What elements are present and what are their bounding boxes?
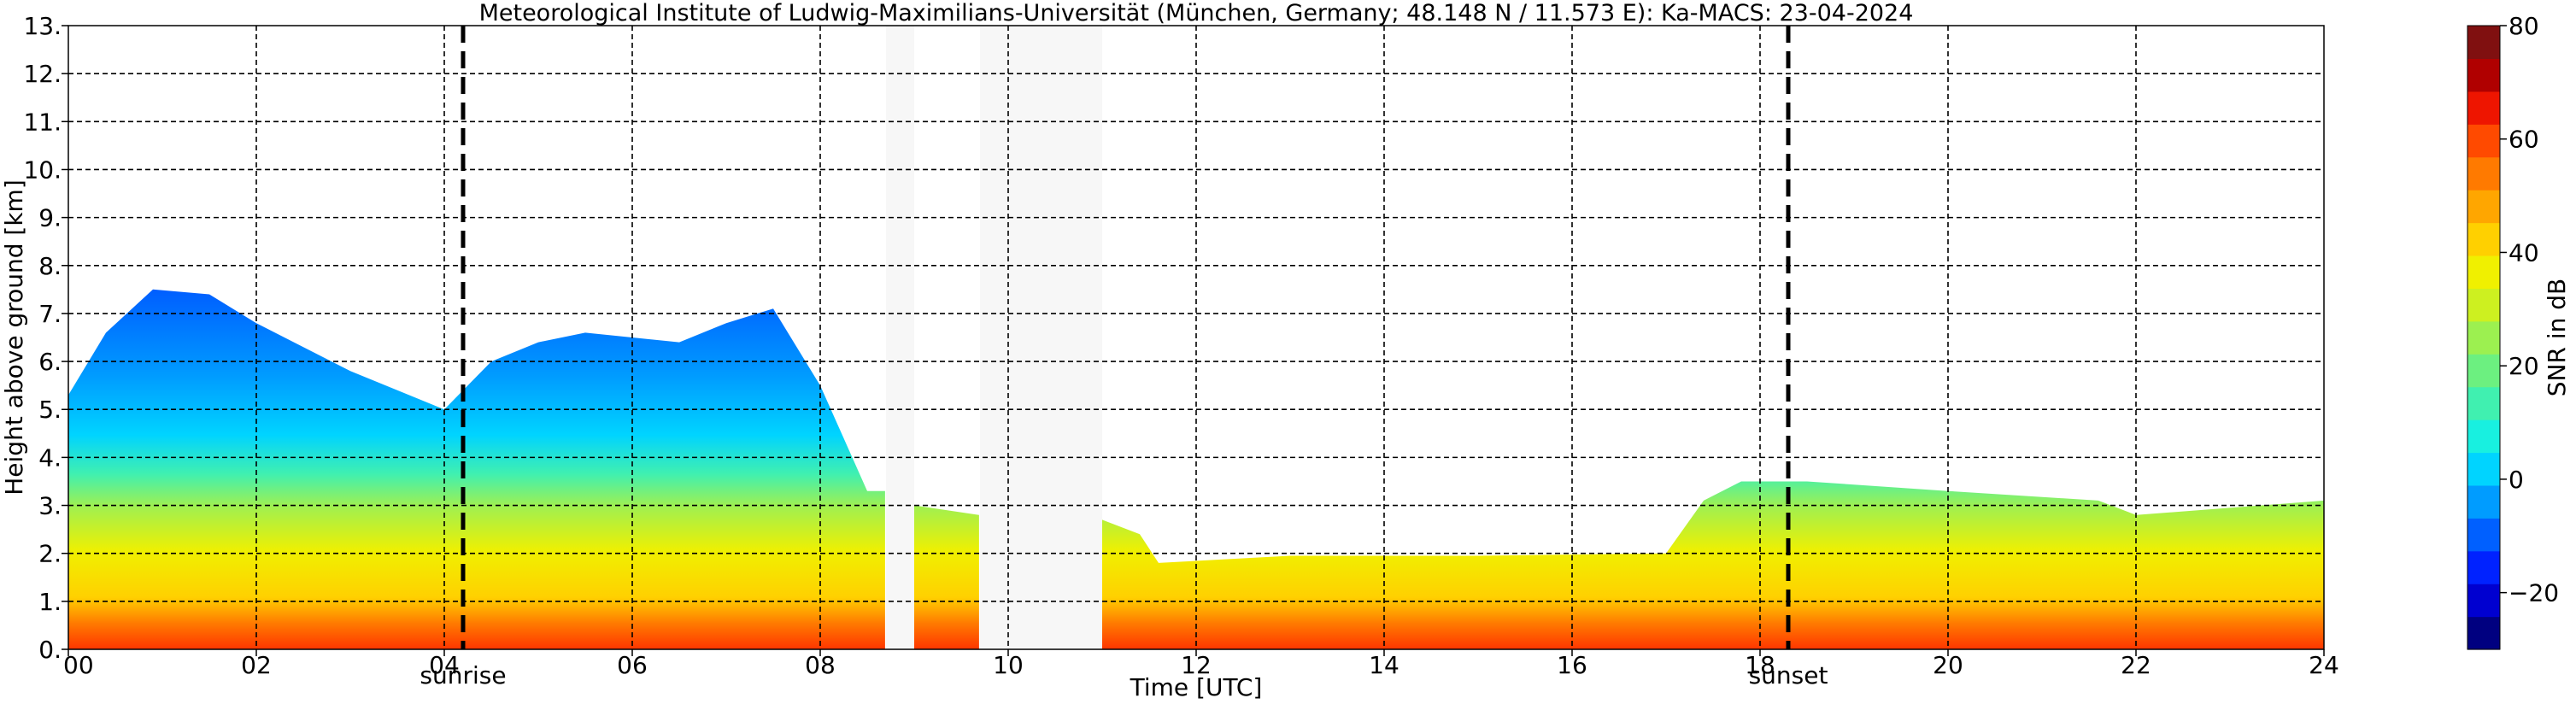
colorbar-tick-label: −20 — [2509, 579, 2559, 607]
y-tick-label: 13. — [23, 12, 62, 40]
y-tick-label: 11. — [23, 108, 62, 136]
y-axis: 0. 1. 2. 3. 4. 5. 6. 7. 8. 9. 10. 11. 12. 13. — [23, 12, 68, 664]
radar-echo-field — [68, 289, 2324, 649]
y-tick-label: 4. — [38, 443, 62, 472]
chart-title: Meteorological Institute of Ludwig-Maxim… — [479, 0, 1914, 26]
grid-lines — [68, 26, 2324, 649]
colorbar-swatch — [2467, 518, 2500, 552]
colorbar-tick-label: 0 — [2509, 466, 2524, 494]
event-label: sunset — [1749, 661, 1828, 689]
x-tick-label: 00 — [63, 651, 94, 679]
y-tick-label: 3. — [38, 492, 62, 520]
y-tick-label: 7. — [38, 300, 62, 328]
x-tick-label: 04 — [429, 651, 460, 679]
x-axis: 00 02 04 06 08 10 12 14 16 18 20 22 24 — [63, 649, 2339, 679]
y-tick-label: 6. — [38, 348, 62, 376]
colorbar-swatch — [2467, 222, 2500, 256]
y-tick-label: 2. — [38, 540, 62, 568]
colorbar-swatch — [2467, 584, 2500, 618]
colorbar-swatch — [2467, 616, 2500, 650]
x-tick-label: 20 — [1933, 651, 1963, 679]
y-tick-label: 5. — [38, 396, 62, 424]
colorbar-swatch — [2467, 320, 2500, 355]
colorbar-swatch — [2467, 484, 2500, 519]
colorbar-swatch — [2467, 550, 2500, 584]
y-tick-label: 1. — [38, 588, 62, 616]
colorbar-swatch — [2467, 26, 2500, 60]
x-tick-label: 08 — [805, 651, 836, 679]
x-tick-label: 10 — [993, 651, 1024, 679]
colorbar-swatch — [2467, 255, 2500, 289]
y-tick-label: 0. — [38, 636, 62, 664]
y-tick-label: 10. — [23, 155, 62, 184]
event-label: sunrise — [420, 661, 506, 689]
x-tick-label: 14 — [1369, 651, 1399, 679]
colorbar-swatch — [2467, 124, 2500, 158]
echo-segment — [914, 505, 979, 649]
colorbar-swatch — [2467, 419, 2500, 454]
data-gap — [980, 26, 1102, 649]
colorbar-swatch — [2467, 452, 2500, 486]
y-tick-label: 12. — [23, 60, 62, 88]
colorbar-tick-label: 40 — [2509, 238, 2539, 267]
plot-area: sunrise sunset — [67, 25, 2325, 689]
y-tick-label: 8. — [38, 252, 62, 280]
data-gaps — [886, 26, 1102, 649]
colorbar-frame — [2467, 25, 2501, 650]
event-markers: sunrise sunset — [420, 26, 1828, 689]
x-axis-title: Time [UTC] — [1130, 673, 1263, 701]
colorbar-swatch — [2467, 156, 2500, 191]
x-tick-label: 22 — [2121, 651, 2151, 679]
colorbar-swatch — [2467, 354, 2500, 388]
x-tick-label: 18 — [1745, 651, 1775, 679]
x-tick-label: 06 — [617, 651, 648, 679]
colorbar-label: SNR in dB — [2543, 279, 2571, 396]
colorbar-tick-label: 60 — [2509, 126, 2539, 154]
colorbar-swatch — [2467, 190, 2500, 224]
echo-segment — [68, 289, 885, 649]
x-tick-label: 16 — [1557, 651, 1587, 679]
x-tick-label: 24 — [2309, 651, 2339, 679]
x-tick-label: 02 — [241, 651, 272, 679]
colorbar-tick-label: 80 — [2509, 12, 2539, 40]
data-gap — [886, 26, 914, 649]
colorbar-tick-label: 20 — [2509, 352, 2539, 380]
colorbar-swatch — [2467, 386, 2500, 420]
y-axis-title: Height above ground [km] — [0, 179, 28, 496]
colorbar-swatch — [2467, 288, 2500, 322]
y-tick-label: 9. — [38, 204, 62, 232]
colorbar: 80 60 40 20 0 −20 — [2467, 12, 2559, 650]
x-tick-label: 12 — [1181, 651, 1212, 679]
colorbar-swatch — [2467, 91, 2500, 125]
echo-segment — [1102, 481, 2324, 649]
colorbar-swatch — [2467, 58, 2500, 92]
